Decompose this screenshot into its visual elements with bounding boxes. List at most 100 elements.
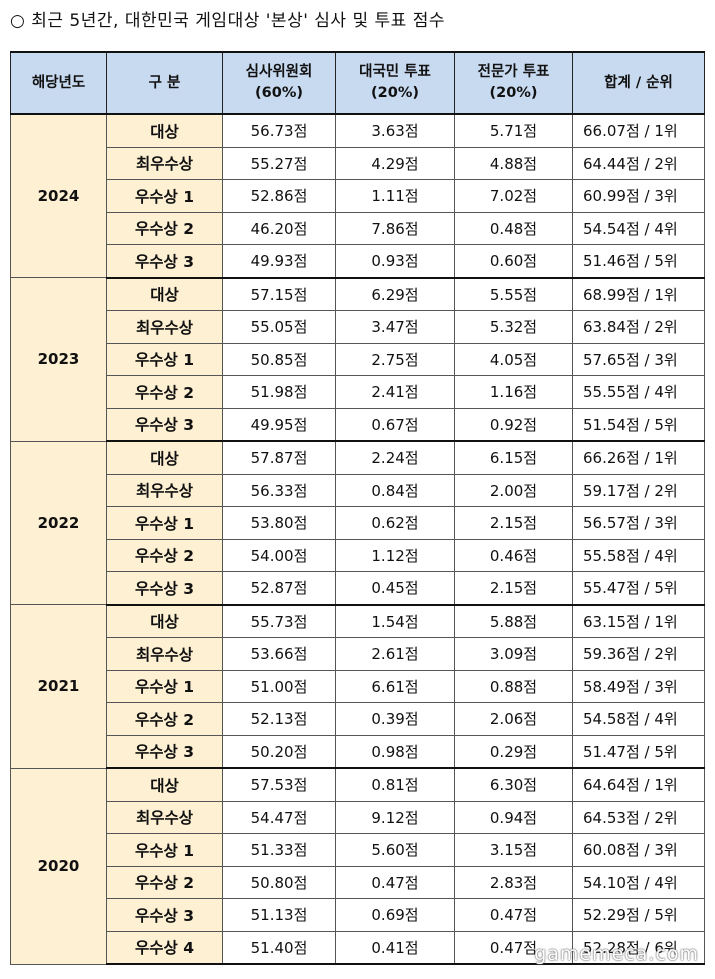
- expert-vote-cell: 0.46점: [454, 538, 573, 572]
- public-vote-cell: 0.69점: [335, 898, 455, 932]
- category-cell: 우수상 1: [106, 506, 223, 540]
- public-vote-cell: 0.93점: [335, 244, 455, 279]
- judges-score-cell: 51.98점: [222, 375, 336, 409]
- total-rank-cell: 51.54점 / 5위: [572, 407, 705, 442]
- expert-vote-cell: 2.00점: [454, 473, 573, 507]
- judges-score-cell: 57.87점: [222, 440, 336, 475]
- public-vote-cell: 0.39점: [335, 702, 455, 736]
- total-rank-cell: 63.15점 / 1위: [572, 604, 705, 638]
- expert-vote-cell: 5.71점: [454, 113, 573, 148]
- expert-vote-cell: 7.02점: [454, 179, 573, 213]
- total-rank-cell: 64.64점 / 1위: [572, 767, 705, 802]
- year-cell: 2023: [10, 277, 107, 442]
- expert-vote-cell: 2.06점: [454, 702, 573, 736]
- judges-score-cell: 49.93점: [222, 244, 336, 279]
- expert-vote-cell: 3.09점: [454, 637, 573, 671]
- header-expert-vote: 전문가 투표 (20%): [454, 51, 573, 115]
- category-cell: 우수상 1: [106, 669, 223, 703]
- total-rank-cell: 55.55점 / 4위: [572, 375, 705, 409]
- judges-score-cell: 57.15점: [222, 277, 336, 311]
- table-row: 최우수상 53.66점 2.61점 3.09점 59.36점 / 2위: [11, 637, 705, 671]
- expert-vote-cell: 2.15점: [454, 506, 573, 540]
- judges-score-cell: 51.13점: [222, 898, 336, 932]
- category-cell: 우수상 3: [106, 898, 223, 932]
- public-vote-cell: 0.81점: [335, 767, 455, 802]
- header-judges: 심사위원회 (60%): [222, 51, 336, 115]
- table-row: 2021 대상 55.73점 1.54점 5.88점 63.15점 / 1위: [10, 604, 705, 769]
- category-cell: 대상: [106, 277, 223, 311]
- judges-score-cell: 53.80점: [222, 506, 336, 540]
- total-rank-cell: 66.07점 / 1위: [572, 113, 705, 148]
- expert-vote-cell: 0.29점: [454, 734, 573, 769]
- expert-vote-cell: 1.16점: [454, 375, 573, 409]
- expert-vote-cell: 0.60점: [454, 244, 573, 279]
- table-row: 우수상 4 51.40점 0.41점 0.47점 52.28점 / 6위: [11, 930, 705, 965]
- table-row: 우수상 2 50.80점 0.47점 2.83점 54.10점 / 4위: [11, 865, 705, 899]
- public-vote-cell: 0.67점: [335, 407, 455, 442]
- category-cell: 우수상 1: [106, 179, 223, 213]
- total-rank-cell: 68.99점 / 1위: [572, 277, 705, 311]
- judges-score-cell: 55.27점: [222, 146, 336, 180]
- judges-score-cell: 54.00점: [222, 538, 336, 572]
- table-row: 우수상 3 49.93점 0.93점 0.60점 51.46점 / 5위: [11, 244, 705, 279]
- table-row: 우수상 3 50.20점 0.98점 0.29점 51.47점 / 5위: [11, 734, 705, 769]
- table-row: 우수상 1 50.85점 2.75점 4.05점 57.65점 / 3위: [11, 342, 705, 376]
- total-rank-cell: 54.10점 / 4위: [572, 865, 705, 899]
- table-row: 2024 대상 56.73점 3.63점 5.71점 66.07점 / 1위: [10, 113, 705, 278]
- expert-vote-cell: 0.92점: [454, 407, 573, 442]
- public-vote-cell: 5.60점: [335, 833, 455, 867]
- judges-score-cell: 46.20점: [222, 211, 336, 245]
- table-row: 2022 대상 57.87점 2.24점 6.15점 66.26점 / 1위: [10, 440, 705, 605]
- public-vote-cell: 2.61점: [335, 637, 455, 671]
- public-vote-cell: 2.75점: [335, 342, 455, 376]
- table-row: 우수상 1 53.80점 0.62점 2.15점 56.57점 / 3위: [11, 506, 705, 540]
- total-rank-cell: 51.46점 / 5위: [572, 244, 705, 279]
- category-cell: 우수상 2: [106, 211, 223, 245]
- public-vote-cell: 9.12점: [335, 800, 455, 834]
- category-cell: 우수상 3: [106, 734, 223, 769]
- category-cell: 우수상 3: [106, 407, 223, 442]
- category-cell: 최우수상: [106, 146, 223, 180]
- category-cell: 우수상 1: [106, 342, 223, 376]
- expert-vote-cell: 2.83점: [454, 865, 573, 899]
- expert-vote-cell: 4.05점: [454, 342, 573, 376]
- expert-vote-cell: 0.47점: [454, 930, 573, 965]
- judges-score-cell: 52.86점: [222, 179, 336, 213]
- expert-vote-cell: 0.47점: [454, 898, 573, 932]
- total-rank-cell: 56.57점 / 3위: [572, 506, 705, 540]
- category-cell: 최우수상: [106, 637, 223, 671]
- public-vote-cell: 1.12점: [335, 538, 455, 572]
- public-vote-cell: 1.54점: [335, 604, 455, 638]
- table-row: 우수상 2 54.00점 1.12점 0.46점 55.58점 / 4위: [11, 538, 705, 572]
- judges-score-cell: 51.00점: [222, 669, 336, 703]
- expert-vote-cell: 6.15점: [454, 440, 573, 475]
- total-rank-cell: 66.26점 / 1위: [572, 440, 705, 475]
- category-cell: 최우수상: [106, 800, 223, 834]
- table-row: 최우수상 56.33점 0.84점 2.00점 59.17점 / 2위: [11, 473, 705, 507]
- table-row: 우수상 3 49.95점 0.67점 0.92점 51.54점 / 5위: [11, 407, 705, 442]
- judges-score-cell: 49.95점: [222, 407, 336, 442]
- public-vote-cell: 2.24점: [335, 440, 455, 475]
- table-row: 우수상 1 51.00점 6.61점 0.88점 58.49점 / 3위: [11, 669, 705, 703]
- category-cell: 우수상 2: [106, 375, 223, 409]
- category-cell: 대상: [106, 767, 223, 802]
- judges-score-cell: 56.33점: [222, 473, 336, 507]
- table-header: 해당년도 구 분 심사위원회 (60%) 대국민 투표 (20%) 전문가 투표 (2…: [10, 51, 705, 115]
- total-rank-cell: 59.17점 / 2위: [572, 473, 705, 507]
- table-row: 최우수상 55.05점 3.47점 5.32점 63.84점 / 2위: [11, 310, 705, 344]
- table-row: 최우수상 55.27점 4.29점 4.88점 64.44점 / 2위: [11, 146, 705, 180]
- judges-score-cell: 51.40점: [222, 930, 336, 965]
- category-cell: 우수상 3: [106, 571, 223, 606]
- judges-score-cell: 50.20점: [222, 734, 336, 769]
- score-table: 해당년도 구 분 심사위원회 (60%) 대국민 투표 (20%) 전문가 투표 (2…: [10, 51, 705, 965]
- public-vote-cell: 0.84점: [335, 473, 455, 507]
- category-cell: 대상: [106, 113, 223, 148]
- table-row: 우수상 2 51.98점 2.41점 1.16점 55.55점 / 4위: [11, 375, 705, 409]
- public-vote-cell: 1.11점: [335, 179, 455, 213]
- judges-score-cell: 57.53점: [222, 767, 336, 802]
- expert-vote-cell: 3.15점: [454, 833, 573, 867]
- category-cell: 대상: [106, 604, 223, 638]
- public-vote-cell: 6.61점: [335, 669, 455, 703]
- public-vote-cell: 0.98점: [335, 734, 455, 769]
- total-rank-cell: 60.08점 / 3위: [572, 833, 705, 867]
